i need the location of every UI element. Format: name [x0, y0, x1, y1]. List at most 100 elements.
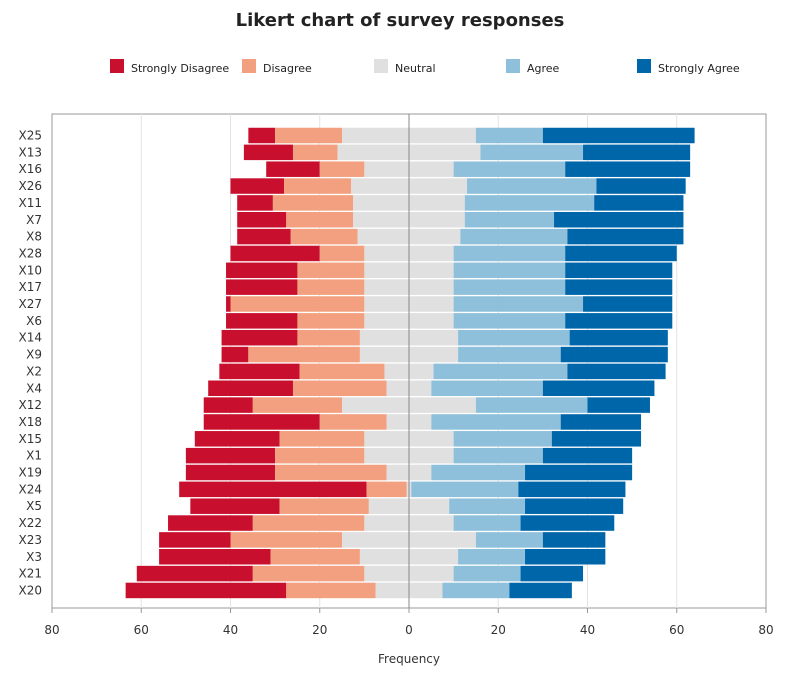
x-tick-label: 20: [312, 623, 327, 637]
legend-swatch: [637, 59, 651, 73]
bar-segment: [299, 363, 385, 380]
bar-segment: [237, 195, 273, 211]
bar-segment: [596, 178, 686, 194]
bar-segment: [453, 313, 566, 329]
legend-swatch: [374, 59, 388, 73]
bar-segment: [453, 279, 566, 295]
bar-segment: [237, 212, 287, 228]
bar-segment: [467, 178, 597, 194]
bar-segment: [565, 161, 691, 177]
bar-segment: [208, 380, 293, 396]
bar-segment: [480, 144, 584, 161]
y-tick-label: X2: [26, 364, 42, 378]
bar-segment: [411, 481, 519, 498]
y-tick-label: X11: [19, 196, 43, 210]
bar-segment: [275, 447, 365, 464]
bar-segment: [475, 127, 543, 144]
bar-segment: [275, 464, 387, 481]
bar-segment: [190, 498, 280, 514]
bar-segment: [221, 329, 298, 346]
bar-segment: [290, 228, 358, 245]
bar-segment: [569, 329, 668, 346]
bar-segment: [297, 329, 360, 346]
x-tick-label: 40: [580, 623, 595, 637]
bar-segment: [458, 346, 561, 363]
bar-segment: [542, 447, 633, 464]
bar-segment: [560, 414, 642, 430]
bar-segment: [433, 363, 568, 380]
bar-segment: [248, 346, 360, 363]
y-tick-label: X5: [26, 499, 42, 513]
y-tick-label: X9: [26, 348, 42, 362]
bar-segment: [221, 346, 249, 363]
bar-segment: [458, 549, 526, 565]
bar-segment: [594, 195, 684, 211]
y-tick-label: X15: [19, 432, 43, 446]
bar-segment: [179, 481, 367, 498]
bar-segment: [583, 296, 673, 312]
bar-segment: [560, 346, 668, 363]
bar-segment: [226, 313, 298, 329]
y-tick-label: X21: [19, 567, 43, 581]
bar-segment: [168, 515, 253, 531]
y-tick-label: X7: [26, 213, 42, 227]
bar-segment: [297, 313, 365, 329]
bar-segment: [270, 549, 360, 565]
bar-segment: [583, 144, 691, 161]
bar-segment: [567, 228, 684, 245]
bar-segment: [279, 431, 365, 447]
bar-segment: [248, 127, 276, 144]
bar-segment: [460, 228, 568, 245]
bar-segment: [159, 532, 231, 548]
bar-segment: [554, 212, 684, 228]
bar-segment: [453, 447, 543, 464]
bar-segment: [464, 212, 555, 228]
y-tick-label: X3: [26, 550, 42, 564]
bar-segment: [266, 161, 320, 177]
x-tick-label: 20: [491, 623, 506, 637]
bar-segment: [366, 481, 407, 498]
bar-segment: [319, 161, 365, 177]
bar-segment: [272, 195, 354, 211]
bar-segment: [243, 144, 293, 161]
y-tick-label: X12: [19, 398, 43, 412]
bar-segment: [565, 313, 673, 329]
bar-segment: [194, 431, 280, 447]
bar-segment: [230, 296, 365, 312]
bar-segment: [453, 296, 584, 312]
bar-segment: [520, 515, 615, 531]
bar-segment: [458, 329, 570, 346]
y-tick-label: X26: [19, 179, 43, 193]
bar-segment: [453, 161, 566, 177]
legend-swatch: [506, 59, 520, 73]
y-tick-label: X28: [19, 246, 43, 260]
x-tick-label: 80: [44, 623, 59, 637]
bar-segment: [453, 515, 521, 531]
x-tick-label: 60: [134, 623, 149, 637]
bar-segment: [319, 414, 387, 430]
bar-segment: [275, 127, 343, 144]
bar-segment: [226, 296, 231, 312]
bar-segment: [464, 195, 595, 211]
y-tick-label: X24: [19, 482, 43, 496]
bar-segment: [319, 245, 365, 262]
bar-segment: [125, 582, 287, 599]
bar-segment: [252, 565, 365, 582]
bar-segment: [431, 464, 526, 481]
y-tick-label: X4: [26, 381, 42, 395]
y-tick-label: X13: [19, 145, 43, 159]
bar-segment: [565, 262, 673, 279]
bar-segment: [453, 431, 552, 447]
x-axis-ticks: 80 60 40 20 0 20 40 60 80: [44, 608, 774, 637]
bar-segment: [284, 178, 351, 194]
bar-segment: [252, 515, 365, 531]
bar-segment: [442, 582, 510, 599]
x-tick-label: 0: [405, 623, 413, 637]
bar-segment: [286, 212, 354, 228]
bar-segment: [297, 279, 365, 295]
legend-label: Disagree: [263, 62, 312, 75]
bar-segment: [565, 279, 673, 295]
bar-segment: [453, 565, 521, 582]
x-axis-label: Frequency: [378, 652, 440, 666]
